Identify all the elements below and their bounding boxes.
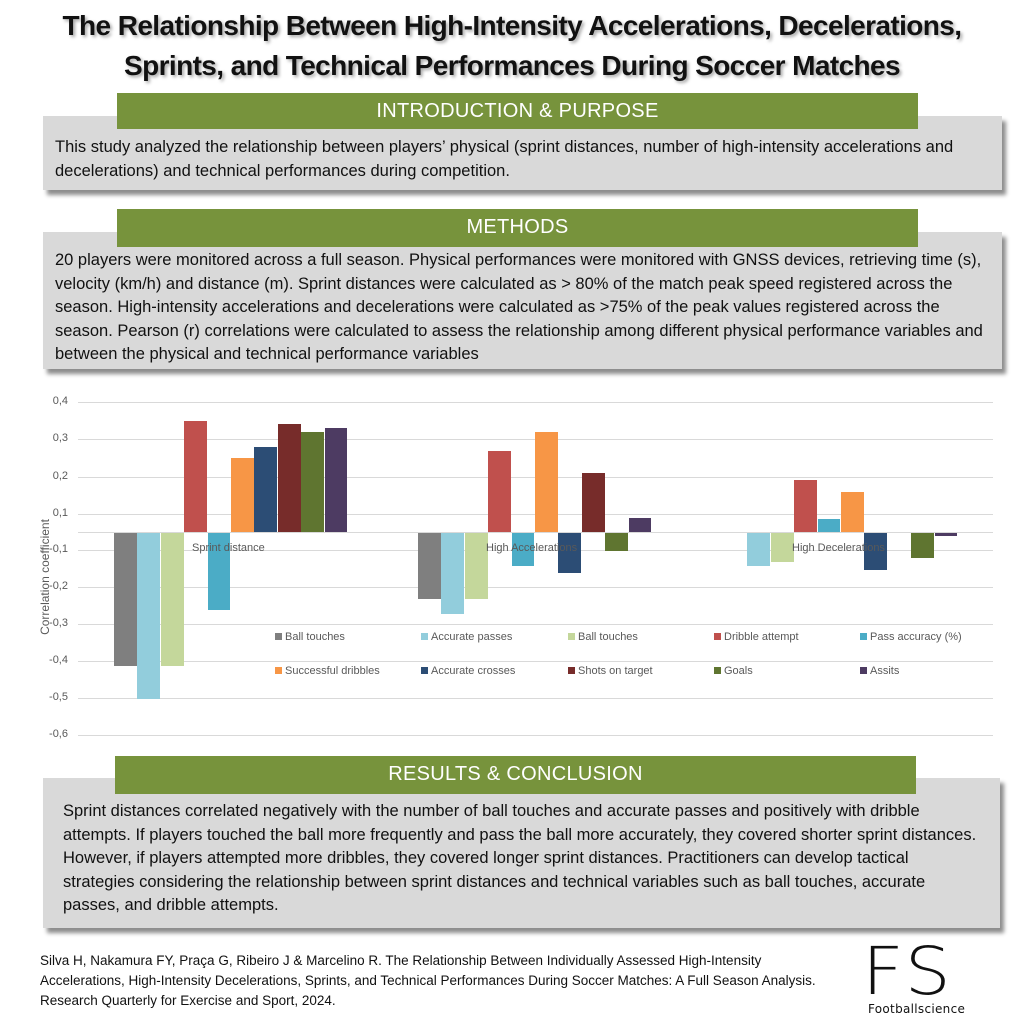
legend-item: Accurate crosses [421,665,515,677]
y-tick-label: 0,2 [52,470,68,482]
citation: Silva H, Nakamura FY, Praça G, Ribeiro J… [40,953,816,1008]
bar-dribble-attempt [488,450,512,532]
legend-swatch [860,633,867,640]
bar-shots-on-target [581,472,605,532]
legend-label: Shots on target [578,665,653,677]
gridline [78,402,993,403]
legend-item: Goals [714,665,753,677]
gridline [78,550,993,551]
bar-accurate-passes [441,533,465,614]
bar-dribble-attempt [184,420,208,532]
zero-axis [78,532,993,533]
y-tick-label: 0,1 [52,507,68,519]
bar-goals [605,533,629,551]
methods-text: 20 players were monitored across a full … [55,251,983,363]
methods-header: METHODS [117,209,918,247]
bar-assits [628,517,652,532]
legend-swatch [421,667,428,674]
results-box: Sprint distances correlated negatively w… [43,778,1000,928]
gridline [78,698,993,699]
legend-label: Assits [870,665,900,677]
logo-mark: FS [862,933,953,1010]
legend-label: Successful dribbles [285,665,380,677]
bar-goals [911,533,935,559]
results-header: RESULTS & CONCLUSION [115,756,916,794]
bar-shots-on-target [277,424,301,532]
bar-successful-dribbles [535,431,558,532]
logo-name: Footballscience [868,1002,966,1016]
legend-swatch [421,633,428,640]
legend-item: Ball touches [275,631,345,643]
title-line-1: The Relationship Between High-Intensity … [62,10,963,41]
legend-label: Dribble attempt [724,631,799,643]
legend-label: Pass accuracy (%) [870,631,962,643]
bar-ball-touches [418,533,441,600]
bar-accurate-passes [747,533,771,566]
gridline [78,624,993,625]
bar-ball-touches [464,533,488,600]
legend-item: Shots on target [568,665,653,677]
y-tick-label: -0,6 [49,728,68,740]
poster-title: The Relationship Between High-Intensity … [0,6,1024,86]
bar-ball-touches [160,533,184,666]
bar-goals [301,431,325,532]
y-tick-label: -0,1 [49,543,68,555]
category-label: High Accelerations [486,542,578,554]
introduction-text: This study analyzed the relationship bet… [55,138,954,180]
gridline [78,735,993,736]
y-tick-label: -0,4 [49,654,68,666]
legend-swatch [860,667,867,674]
correlation-chart: Correlation coefficient 0,4 0,3 0,2 0,1 -0,1… [0,390,1024,750]
legend-item: Successful dribbles [275,665,380,677]
legend-item: Dribble attempt [714,631,799,643]
legend-swatch [568,667,575,674]
legend-label: Goals [724,665,753,677]
title-line-2: Sprints, and Technical Performances Duri… [124,50,901,81]
category-label: High Decelerations [792,542,885,554]
bar-ball-touches [114,533,137,666]
gridline [78,587,993,588]
bar-ball-touches [770,533,794,563]
bar-assits [934,533,958,536]
y-tick-label: -0,3 [49,617,68,629]
legend-swatch [275,667,282,674]
y-tick-label: -0,5 [49,691,68,703]
legend-item: Ball touches [568,631,638,643]
legend-swatch [568,633,575,640]
bar-successful-dribbles [841,491,864,532]
bar-assits [324,428,348,532]
legend-label: Accurate passes [431,631,513,643]
legend-item: Pass accuracy (%) [860,631,962,643]
bar-pass-accuracy [511,533,535,566]
bar-accurate-passes [137,533,161,699]
legend-item: Assits [860,665,899,677]
legend-label: Ball touches [285,631,345,643]
results-text: Sprint distances correlated negatively w… [63,802,977,914]
y-axis-title: Correlation coefficient [38,519,52,635]
legend-label: Ball touches [578,631,638,643]
gridline [78,661,993,662]
bar-accurate-crosses [558,533,582,574]
legend-swatch [275,633,282,640]
category-label: Sprint distance [192,542,265,554]
bar-pass-accuracy [207,533,231,611]
footballscience-logo: FS Footballscience [862,939,992,1017]
methods-box: 20 players were monitored across a full … [43,232,1002,369]
bar-dribble-attempt [794,480,818,532]
bar-successful-dribbles [231,458,254,532]
bar-accurate-crosses [864,533,888,570]
legend-swatch [714,633,721,640]
legend-label: Accurate crosses [431,665,516,677]
y-tick-label: -0,2 [49,580,68,592]
y-tick-label: 0,3 [52,432,68,444]
introduction-header: INTRODUCTION & PURPOSE [117,93,918,129]
bar-pass-accuracy [817,519,841,532]
y-tick-label: 0,4 [52,395,68,407]
legend-swatch [714,667,721,674]
legend-item: Accurate passes [421,631,512,643]
bar-accurate-crosses [254,446,278,532]
